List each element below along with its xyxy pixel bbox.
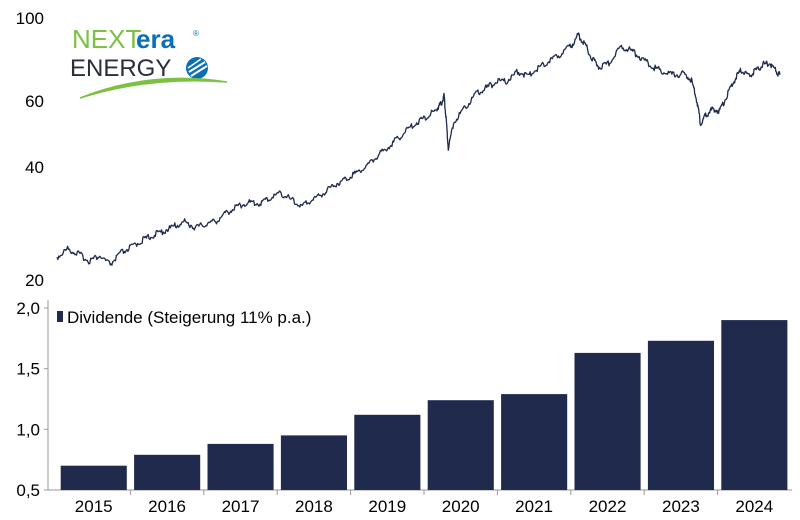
bar-y-axis: 2,0 1,5 1,0 0,5 [16,299,48,500]
price-series-line [56,32,781,266]
bar-y-tick-label: 1,5 [16,360,40,379]
logo-sun-icon [186,57,208,79]
dividend-bar-2017 [207,443,274,490]
bar-x-tick-label: 2020 [442,497,480,516]
bar-x-tick-label: 2017 [222,497,260,516]
bar-x-tick-label: 2015 [75,497,113,516]
bar-x-tick-label: 2024 [735,497,773,516]
dividend-bar-2024 [721,320,788,490]
dividend-bar-2020 [427,400,494,490]
bar-x-tick-label: 2021 [515,497,553,516]
price-y-axis: 100 60 40 20 [16,9,44,290]
legend-swatch [57,311,63,322]
dividend-bar-2018 [280,435,347,490]
legend-label: Dividende (Steigerung 11% p.a.) [67,308,311,327]
price-y-tick-label: 100 [16,9,44,28]
bar-x-tick-label: 2022 [589,497,627,516]
price-y-tick-label: 20 [25,271,44,290]
dividend-chart: 2,0 1,5 1,0 0,5 2015 2016 2017 2018 2019 2020 202… [16,299,792,516]
dividend-bar-2022 [574,352,641,490]
company-logo: NEXT era ® ENERGY [70,24,228,99]
bar-x-tick-label: 2016 [148,497,186,516]
bar-y-tick-label: 2,0 [16,299,40,318]
bar-x-tick-label: 2023 [662,497,700,516]
logo-energy-text: ENERGY [70,55,171,82]
dividend-bar-2016 [134,454,201,490]
bar-y-tick-label: 0,5 [16,481,40,500]
logo-registered-mark: ® [193,29,199,38]
logo-next-text: NEXT [72,24,141,54]
price-chart: 100 60 40 20 [16,9,781,290]
bar-x-tick-label: 2018 [295,497,333,516]
price-y-tick-label: 60 [25,92,44,111]
dividend-bar-2021 [501,394,568,490]
dividend-bar-2015 [60,465,127,490]
bar-x-axis: 2015 2016 2017 2018 2019 2020 2021 2022 2023 2024 [75,490,773,516]
bar-x-tick-label: 2019 [368,497,406,516]
dividend-bar-2019 [354,414,421,490]
logo-swoosh-icon [79,77,228,99]
price-y-tick-label: 40 [25,158,44,177]
dividend-bar-2023 [647,340,714,490]
bar-y-tick-label: 1,0 [16,420,40,439]
logo-era-text: era [136,24,176,54]
legend: Dividende (Steigerung 11% p.a.) [57,308,311,327]
dividend-bars [60,320,788,490]
